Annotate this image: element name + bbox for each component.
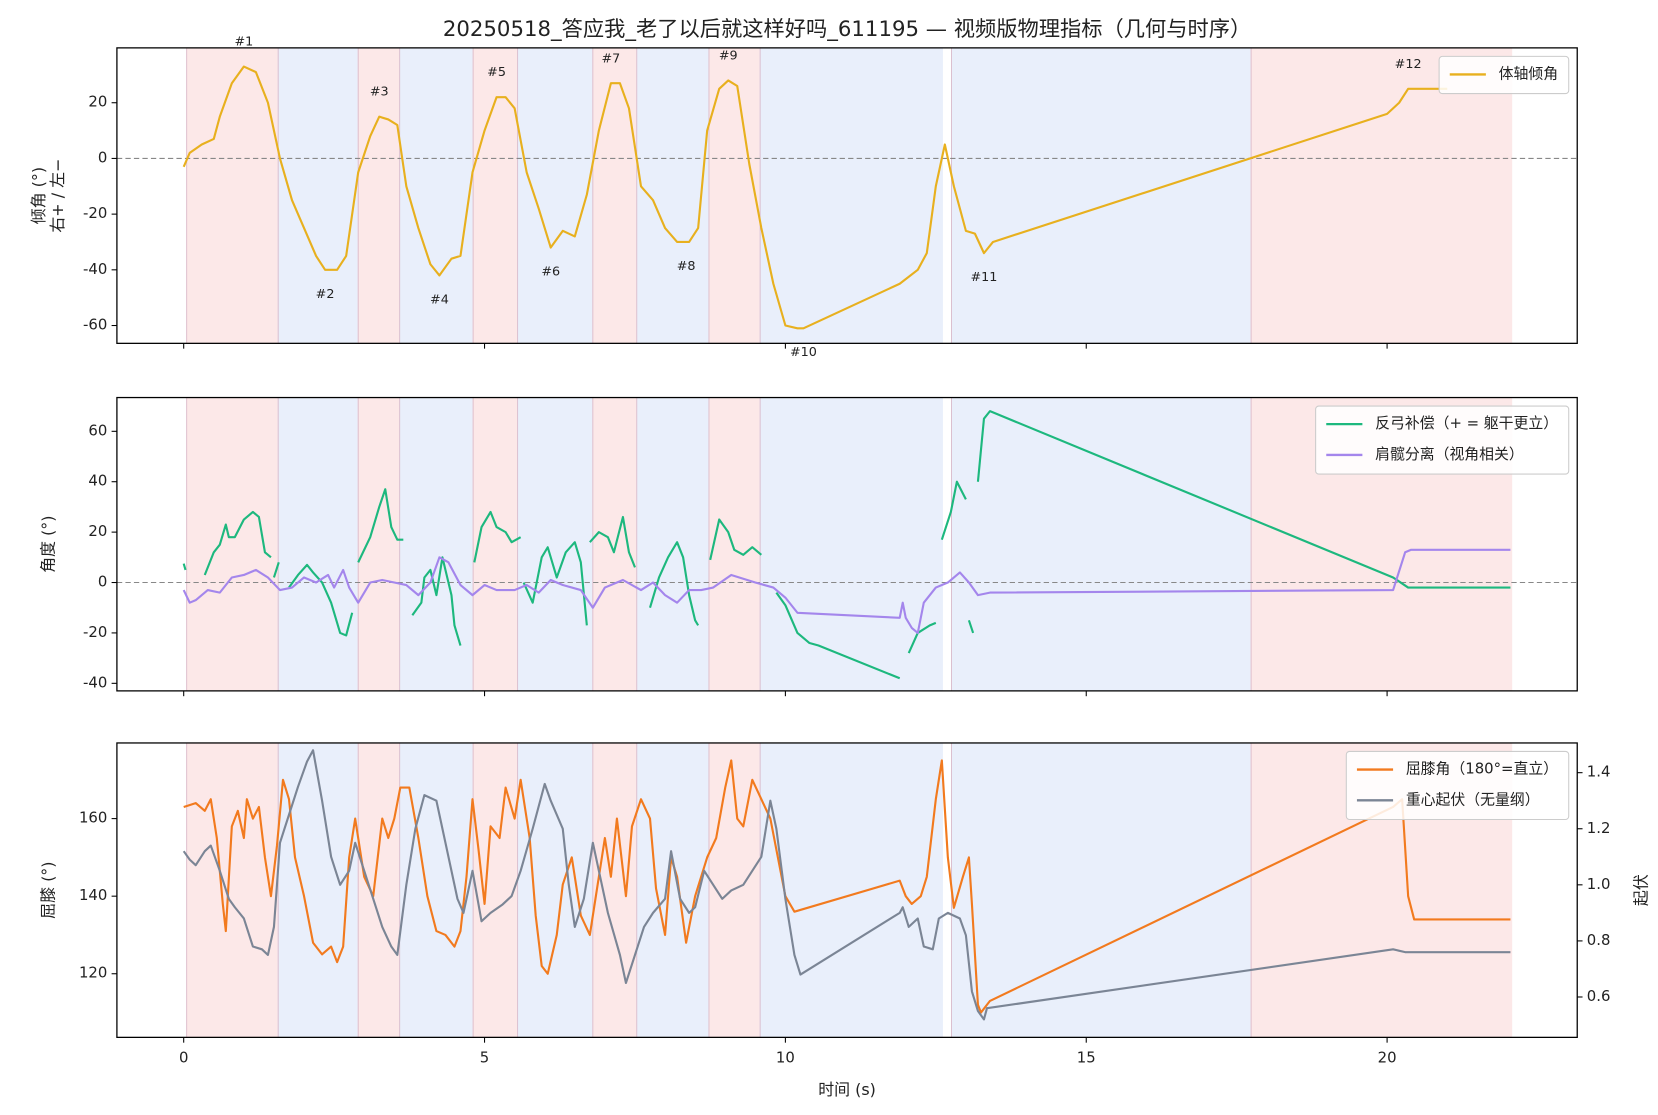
x-tick-label: 10 xyxy=(776,1049,795,1067)
plot-area xyxy=(116,397,1578,691)
series-line xyxy=(183,759,1511,1014)
phase-span xyxy=(517,47,594,344)
peak-annotation: #2 xyxy=(316,287,335,302)
legend: 体轴倾角 xyxy=(1438,55,1570,95)
plot-area xyxy=(182,742,1513,1038)
peak-annotation: #8 xyxy=(677,259,696,274)
y-tick-label: 40 xyxy=(88,472,107,490)
axes-frame xyxy=(116,396,1578,692)
phase-span xyxy=(708,47,761,344)
peak-annotation: #3 xyxy=(370,85,389,100)
phase-span xyxy=(759,47,943,344)
phase-span xyxy=(472,742,519,1038)
phase-span xyxy=(277,397,359,691)
phase-span xyxy=(592,47,638,344)
y2-tick-label: 1.4 xyxy=(1587,763,1611,781)
legend-label: 屈膝角（180°=直立） xyxy=(1406,760,1558,778)
phase-span xyxy=(472,47,519,344)
y-tick-label: -20 xyxy=(83,623,107,641)
peak-annotation: #6 xyxy=(541,264,560,279)
y-tick-label: -40 xyxy=(83,260,107,278)
phase-span xyxy=(399,397,474,691)
y-tick-label: 160 xyxy=(79,809,107,827)
x-tick-label: 20 xyxy=(1378,1049,1397,1067)
phase-span xyxy=(517,742,594,1038)
y-tick-label: 60 xyxy=(88,421,107,439)
legend: 屈膝角（180°=直立） 重心起伏（无量纲） xyxy=(1345,750,1570,821)
legend-label: 重心起伏（无量纲） xyxy=(1406,790,1540,808)
phase-span xyxy=(186,47,279,344)
phase-span xyxy=(357,397,401,691)
y-tick-label: 20 xyxy=(88,522,107,540)
phase-span xyxy=(950,47,1252,344)
y2-tick-label: 0.6 xyxy=(1587,987,1611,1005)
x-tick-label: 5 xyxy=(480,1049,489,1067)
y-axis-label: 右+ / 左− xyxy=(48,159,67,233)
peak-annotation: #9 xyxy=(719,49,738,64)
peak-annotation: #11 xyxy=(970,270,997,285)
y2-tick-label: 1.0 xyxy=(1587,875,1611,893)
y-axis-label: 倾角 (°) xyxy=(29,167,48,224)
y-tick-label: 140 xyxy=(79,886,107,904)
phase-span xyxy=(186,742,279,1038)
legend-label: 反弓补偿（+ = 躯干更立） xyxy=(1375,414,1558,432)
peak-annotation: #7 xyxy=(602,51,621,66)
axes-frame xyxy=(116,47,1578,344)
y2-axis-label: 起伏 xyxy=(1632,874,1651,906)
y-axis-label: 角度 (°) xyxy=(38,516,57,573)
y-tick-label: -60 xyxy=(83,316,107,334)
x-tick-label: 0 xyxy=(179,1049,188,1067)
peak-annotation: #10 xyxy=(790,345,817,360)
peak-annotation: #12 xyxy=(1395,57,1422,72)
y-tick-label: 20 xyxy=(88,93,107,111)
series-line xyxy=(182,749,1511,1021)
legend-box xyxy=(1438,55,1570,95)
y-tick-label: 0 xyxy=(98,148,107,166)
x-axis-label: 时间 (s) xyxy=(818,1080,876,1099)
y-tick-label: 0 xyxy=(98,573,107,591)
legend: 反弓补偿（+ = 躯干更立） 肩髋分离（视角相关） xyxy=(1315,405,1570,475)
axes-frame xyxy=(116,742,1578,1039)
phase-span xyxy=(592,397,638,691)
phase-span xyxy=(636,397,710,691)
phase-span xyxy=(592,742,638,1038)
phase-span xyxy=(277,742,359,1038)
phase-span xyxy=(636,47,710,344)
y-tick-label: -20 xyxy=(83,204,107,222)
phase-span xyxy=(759,742,943,1038)
legend-box xyxy=(1315,405,1570,475)
y-tick-label: 120 xyxy=(79,964,107,982)
phase-span xyxy=(950,742,1252,1038)
y2-tick-label: 0.8 xyxy=(1587,931,1611,949)
series-line xyxy=(182,65,1448,330)
phase-span xyxy=(472,397,519,691)
y-tick-label: -40 xyxy=(83,673,107,691)
series-line xyxy=(182,548,1511,634)
series-line xyxy=(182,410,1511,680)
phase-span xyxy=(950,397,1252,691)
phase-span xyxy=(636,742,710,1038)
phase-span xyxy=(399,742,474,1038)
peak-annotation: #4 xyxy=(430,292,449,307)
legend-label: 肩髋分离（视角相关） xyxy=(1375,445,1524,463)
peak-annotation: #5 xyxy=(487,65,506,80)
peak-annotation: #1 xyxy=(234,35,253,50)
plot-area xyxy=(116,47,1578,344)
x-tick-label: 15 xyxy=(1077,1049,1096,1067)
phase-span xyxy=(759,397,943,691)
legend-label: 体轴倾角 xyxy=(1499,64,1558,82)
chart-title: 20250518_答应我_老了以后就这样好吗_611195 — 视频版物理指标（… xyxy=(443,17,1251,42)
legend-box xyxy=(1345,750,1570,821)
phase-span xyxy=(517,397,594,691)
y-axis-label: 屈膝 (°) xyxy=(38,861,57,918)
y2-tick-label: 1.2 xyxy=(1587,819,1611,837)
phase-span xyxy=(357,742,401,1038)
phase-span xyxy=(708,397,761,691)
